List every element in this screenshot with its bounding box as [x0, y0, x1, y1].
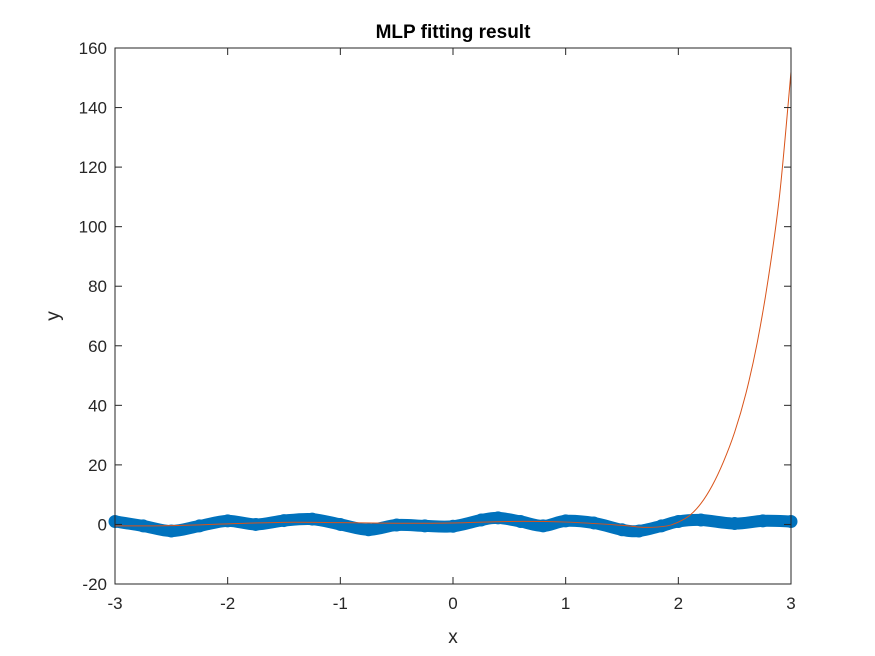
- y-tick-label: 0: [98, 515, 107, 534]
- y-tick-label: 160: [79, 39, 107, 58]
- scatter-point: [249, 517, 263, 531]
- scatter-point: [446, 519, 460, 533]
- scatter-point: [615, 523, 629, 537]
- scatter-point: [536, 519, 550, 533]
- x-tick-label: -2: [220, 594, 235, 613]
- scatter-point: [333, 517, 347, 531]
- scatter-point: [305, 512, 319, 526]
- scatter-point: [491, 511, 505, 525]
- x-tick-label: 2: [674, 594, 683, 613]
- x-axis-label: x: [448, 627, 458, 648]
- x-tick-label: 3: [786, 594, 795, 613]
- x-tick-label: 0: [448, 594, 457, 613]
- scatter-point: [694, 513, 708, 527]
- scatter-point: [277, 514, 291, 528]
- y-tick-label: 140: [79, 99, 107, 118]
- scatter-point: [671, 514, 685, 528]
- y-tick-label: -20: [82, 575, 107, 594]
- y-tick-label: 120: [79, 158, 107, 177]
- ticks-layer: -3 -2 -1 0 1 2 3 -20 0 20 40 60 80 100 120 140 160: [79, 39, 796, 613]
- scatter-point: [221, 514, 235, 528]
- scatter-point: [474, 513, 488, 527]
- scatter-point: [756, 514, 770, 528]
- x-tick-label: -1: [333, 594, 348, 613]
- y-tick-label: 20: [88, 456, 107, 475]
- scatter-point: [362, 523, 375, 537]
- y-axis-label: y: [43, 311, 64, 321]
- x-tick-label: -3: [107, 594, 122, 613]
- y-tick-label: 80: [88, 277, 107, 296]
- scatter-point: [193, 519, 206, 533]
- fit-line: [114, 71, 792, 528]
- plot-area: [115, 48, 791, 584]
- scatter-point: [418, 519, 432, 533]
- x-tick-label: 1: [561, 594, 570, 613]
- scatter-point: [728, 517, 742, 531]
- y-tick-label: 100: [79, 218, 107, 237]
- scatter-point: [164, 524, 178, 538]
- scatter-point: [632, 524, 646, 538]
- y-tick-label: 40: [88, 396, 107, 415]
- scatter-point: [390, 518, 404, 532]
- y-tick-label: 60: [88, 337, 107, 356]
- scatter-point: [559, 514, 573, 528]
- data-layer: [108, 71, 798, 538]
- chart-title: MLP fitting result: [376, 22, 531, 43]
